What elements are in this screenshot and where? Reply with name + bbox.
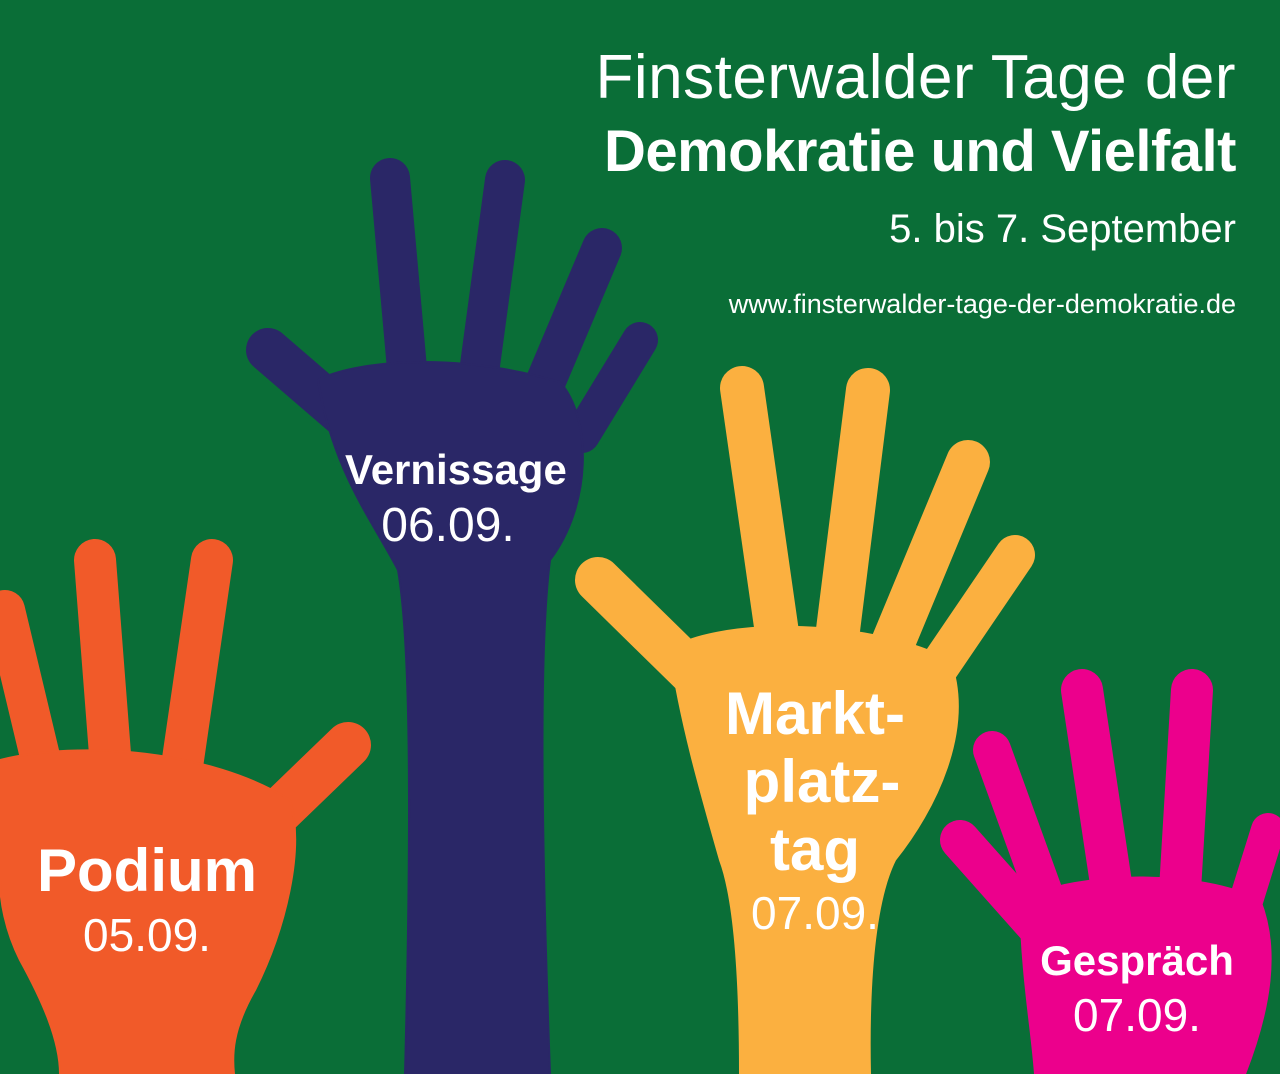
vernissage-hand: [246, 158, 658, 1074]
gespraech-label: Gespräch 07.09.: [1040, 936, 1234, 1044]
vernissage-label: Vernissage 06.09.: [345, 444, 567, 556]
gespraech-date: 07.09.: [1073, 989, 1201, 1041]
gespraech-name: Gespräch: [1040, 937, 1234, 984]
title-line-1: Finsterwalder Tage der: [595, 43, 1236, 112]
event-dates: 5. bis 7. September: [889, 207, 1236, 251]
title-line-2: Demokratie und Vielfalt: [603, 119, 1237, 184]
marktplatztag-hand: [575, 366, 1035, 1074]
podium-date: 05.09.: [83, 909, 211, 961]
vernissage-date: 06.09.: [381, 499, 515, 552]
vernissage-name: Vernissage: [345, 446, 567, 493]
marktplatztag-name-line-2: platz-: [743, 748, 901, 815]
header: Finsterwalder Tage der Demokratie und Vi…: [595, 40, 1236, 324]
gespraech-hand: [940, 669, 1280, 1074]
marktplatztag-date: 07.09.: [751, 887, 879, 939]
podium-label: Podium 05.09.: [35, 836, 259, 964]
marktplatztag-name-line-3: tag: [770, 816, 860, 883]
marktplatztag-label: Markt- platz- tag 07.09.: [715, 680, 915, 942]
website-link[interactable]: www.finsterwalder-tage-der-demokratie.de: [728, 289, 1236, 319]
podium-hand: [0, 539, 371, 1074]
marktplatztag-name-line-1: Markt-: [724, 680, 906, 747]
podium-name: Podium: [37, 837, 257, 904]
